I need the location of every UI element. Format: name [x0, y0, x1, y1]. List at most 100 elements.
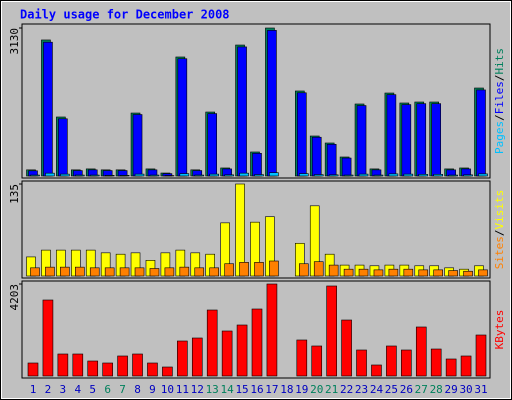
x-tick-label: 15: [235, 383, 248, 396]
bar: [164, 267, 175, 277]
axis-label: Pages/Files/Hits: [493, 48, 506, 154]
bar: [341, 157, 352, 177]
legend-entry: Files: [493, 81, 506, 114]
x-tick-label: 24: [370, 383, 384, 396]
x-tick-label: 14: [221, 383, 235, 396]
label-separator: /: [493, 114, 506, 121]
x-tick-label: 28: [430, 383, 443, 396]
bar: [252, 153, 262, 177]
bar: [251, 308, 263, 377]
bar: [313, 174, 324, 177]
label-separator: /: [493, 230, 506, 237]
bar: [179, 266, 190, 277]
bar: [134, 267, 145, 277]
bar: [45, 172, 55, 177]
bar: [463, 270, 473, 277]
x-tick-label: 9: [149, 383, 156, 396]
bar: [341, 319, 352, 377]
bar: [386, 345, 397, 377]
bar: [418, 174, 429, 177]
x-tick-label: 5: [89, 383, 96, 396]
bar: [269, 172, 279, 177]
x-tick-label: 22: [340, 383, 353, 396]
bar: [433, 174, 444, 177]
bar: [386, 94, 397, 177]
bar: [194, 174, 205, 177]
label-separator: /: [493, 75, 506, 82]
chart-title: Daily usage for December 2008: [20, 8, 230, 22]
bar: [356, 349, 367, 377]
bar: [311, 136, 322, 177]
bar: [132, 114, 143, 177]
axis-label: Sites/Visits: [493, 190, 506, 270]
bar: [448, 174, 458, 177]
bar: [388, 268, 399, 277]
x-tick-label: 27: [415, 383, 428, 396]
bar: [224, 174, 234, 177]
bar: [401, 104, 412, 177]
bar: [371, 364, 382, 377]
x-tick-label: 10: [161, 383, 174, 396]
bar: [179, 173, 190, 177]
bar: [27, 362, 39, 377]
bar: [209, 267, 219, 277]
bar: [431, 103, 442, 177]
bar: [401, 349, 412, 377]
x-tick-label: 29: [445, 383, 458, 396]
x-tick-label: 25: [385, 383, 398, 396]
bar: [239, 262, 249, 277]
x-tick-label: 21: [325, 383, 338, 396]
axis-label: KBytes: [493, 310, 506, 350]
bar: [343, 174, 354, 177]
bar: [72, 353, 84, 377]
y-tick-label: 3130: [8, 28, 21, 55]
bar: [194, 267, 205, 277]
bar: [445, 358, 457, 377]
bar: [328, 174, 339, 177]
x-tick-label: 6: [104, 383, 111, 396]
bar: [296, 92, 307, 177]
bar: [373, 174, 384, 177]
bar: [311, 345, 323, 377]
bar: [266, 283, 278, 377]
bar: [42, 299, 54, 377]
bar: [356, 105, 367, 177]
legend-entry: Sites: [493, 236, 506, 269]
bar: [269, 260, 279, 277]
legend-entry: Hits: [493, 48, 506, 75]
bar: [358, 173, 369, 177]
bar: [30, 174, 40, 177]
bar: [162, 366, 173, 377]
bar: [236, 324, 248, 377]
bar: [388, 173, 399, 177]
bar: [476, 89, 486, 177]
x-tick-label: 17: [265, 383, 278, 396]
bar: [415, 326, 427, 377]
y-tick-label: 135: [8, 184, 21, 204]
bar: [448, 270, 458, 277]
bar: [418, 269, 429, 277]
bar: [475, 334, 487, 377]
bar: [267, 30, 277, 177]
bar: [191, 337, 203, 377]
bar: [430, 348, 442, 377]
x-tick-label: 12: [191, 383, 204, 396]
bar: [313, 261, 324, 277]
bar: [102, 362, 113, 377]
bar: [87, 360, 99, 377]
x-tick-label: 31: [474, 383, 487, 396]
bar: [89, 174, 100, 177]
bar: [57, 353, 69, 377]
bar: [416, 103, 427, 177]
bar: [119, 267, 130, 277]
bar: [177, 58, 188, 177]
bar: [45, 266, 55, 277]
bar: [104, 174, 115, 177]
bar: [463, 174, 473, 177]
x-tick-label: 26: [400, 383, 413, 396]
x-tick-label: 30: [459, 383, 472, 396]
bar: [132, 353, 143, 377]
x-tick-label: 16: [250, 383, 263, 396]
bar: [58, 118, 68, 177]
x-tick-label: 2: [45, 383, 52, 396]
